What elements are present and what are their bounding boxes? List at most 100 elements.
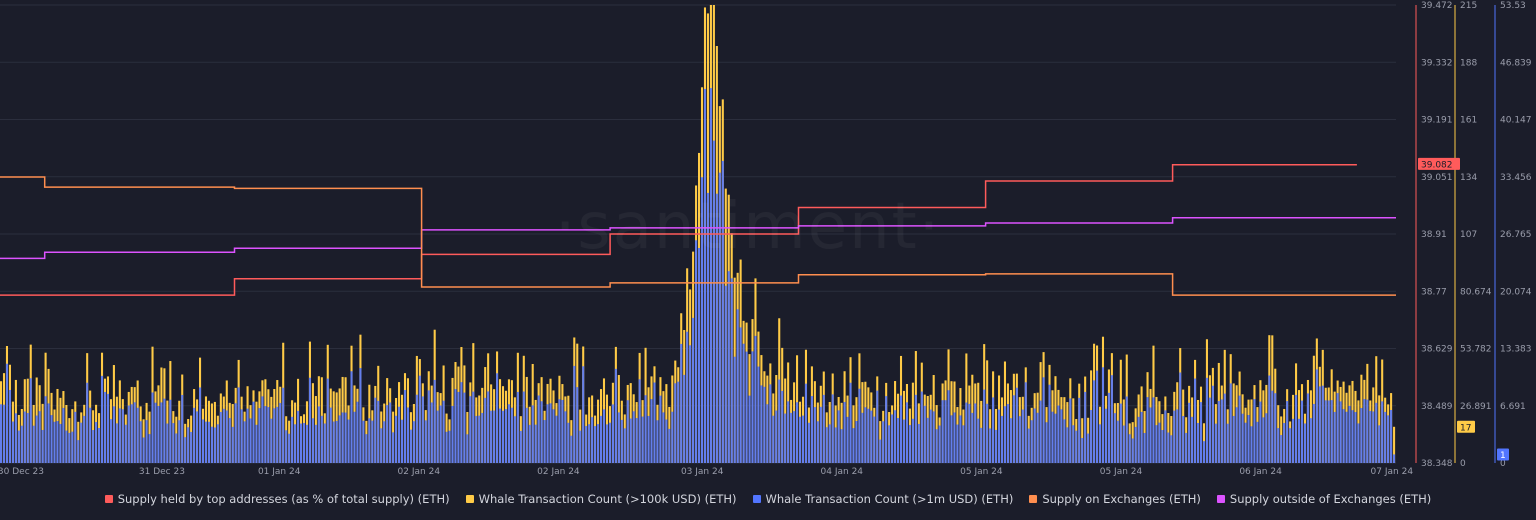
current-badge-whale-100k [1457, 420, 1475, 433]
legend-item-supply-on-exchanges[interactable]: Supply on Exchanges (ETH) [1029, 492, 1201, 506]
bar-whale-1m [83, 415, 86, 463]
bar-whale-1m [1226, 423, 1229, 463]
bar-whale-1m [424, 420, 427, 463]
bar-whale-1m [852, 428, 855, 463]
bar-whale-1m [1378, 425, 1381, 463]
bar-whale-1m [204, 421, 208, 463]
bar-whale-1m [314, 424, 317, 463]
bar-whale-1m [635, 418, 638, 463]
current-badge-whale-1m-label: 1 [1500, 451, 1506, 461]
bar-whale-1m [14, 413, 17, 463]
bar-whale-1m [522, 391, 525, 463]
bar-whale-1m [882, 421, 885, 463]
bar-whale-1m [923, 405, 926, 463]
bar-whale-1m [1369, 410, 1372, 463]
bar-whale-1m [448, 430, 451, 463]
bar-whale-1m [365, 434, 368, 463]
axis-tick-label: 40.147 [1500, 116, 1532, 126]
bar-whale-1m [582, 366, 585, 463]
bar-whale-1m [207, 421, 210, 463]
bar-whale-1m [1351, 410, 1354, 463]
bar-whale-1m [543, 420, 546, 463]
bar-whale-1m [308, 377, 311, 463]
bar-whale-1m [1152, 397, 1155, 463]
bar-whale-1m [371, 420, 374, 463]
bar-whale-1m [1336, 393, 1339, 463]
bar-whale-1m [311, 418, 314, 463]
bar-whale-1m [418, 375, 421, 463]
bar-whale-1m [594, 426, 597, 463]
bar-whale-1m [914, 394, 917, 463]
bar-whale-1m [1256, 421, 1259, 463]
axis-tick-label: 38.77 [1421, 287, 1447, 297]
bar-whale-1m [617, 412, 620, 463]
bar-whale-1m [1268, 375, 1271, 463]
bar-whale-1m [454, 389, 457, 463]
bar-whale-1m [570, 435, 573, 463]
bar-whale-1m [602, 409, 606, 463]
bar-whale-1m [588, 424, 591, 463]
legend-item-whale-1m[interactable]: Whale Transaction Count (>1m USD) (ETH) [752, 492, 1013, 506]
bar-whale-1m [184, 437, 187, 463]
bar-whale-1m [689, 345, 692, 463]
bar-whale-1m [971, 412, 974, 463]
bar-whale-1m [1048, 384, 1051, 463]
bar-whale-1m [103, 391, 107, 463]
legend-item-whale-100k[interactable]: Whale Transaction Count (>100k USD) (ETH… [465, 492, 737, 506]
line-top-holders [0, 163, 1357, 296]
bar-whale-1m [163, 398, 166, 463]
bar-whale-1m [781, 390, 784, 463]
bar-whale-1m [415, 394, 418, 463]
bar-whale-1m [784, 413, 787, 463]
bar-whale-1m [1012, 395, 1015, 463]
bar-whale-1m [754, 335, 757, 463]
bar-whale-1m [1360, 408, 1363, 463]
bar-whale-1m [706, 192, 709, 464]
bar-whale-1m [190, 431, 193, 463]
bar-whale-1m [1387, 415, 1390, 463]
bar-whale-1m [332, 421, 335, 463]
axis-tick-label: 26.891 [1460, 402, 1492, 412]
bar-whale-1m [757, 366, 760, 463]
bar-whale-1m [591, 417, 594, 463]
bar-whale-1m [475, 415, 478, 463]
bar-whale-1m [1259, 401, 1262, 463]
bar-whale-1m [668, 428, 671, 463]
bar-whale-1m [807, 422, 810, 463]
bar-whale-1m [840, 429, 843, 463]
bar-whale-1m [47, 403, 50, 463]
bar-whale-1m [686, 331, 689, 463]
bar-whale-1m [490, 410, 493, 463]
bar-whale-1m [947, 390, 950, 463]
axis-tick-label: 38.489 [1421, 402, 1453, 412]
bar-whale-1m [576, 387, 579, 463]
bar-whale-1m [876, 390, 879, 463]
bar-whale-1m [1330, 400, 1333, 463]
axis-tick-label: 134 [1460, 173, 1477, 183]
bar-whale-1m [430, 402, 433, 463]
bar-whale-1m [1060, 409, 1063, 463]
bar-whale-1m [1211, 385, 1214, 463]
x-tick-label: 01 Jan 24 [258, 467, 301, 477]
bar-whale-1m [819, 406, 822, 463]
bar-whale-1m [1051, 411, 1054, 463]
bar-whale-1m [1280, 435, 1283, 463]
bar-whale-1m [870, 410, 873, 463]
bar-whale-1m [121, 409, 124, 463]
bar-whale-1m [822, 394, 825, 463]
bar-whale-1m [858, 388, 861, 463]
bar-whale-1m [561, 399, 564, 463]
legend-label: Whale Transaction Count (>100k USD) (ETH… [478, 492, 737, 506]
bar-whale-1m [1250, 426, 1253, 463]
bar-whale-1m [445, 431, 448, 463]
bar-whale-1m [1161, 430, 1164, 463]
bar-whale-1m [703, 88, 707, 464]
bar-whale-1m [127, 405, 130, 463]
bar-whale-1m [1063, 419, 1066, 463]
bar-whale-1m [335, 420, 338, 463]
bar-whale-1m [368, 418, 371, 463]
legend-item-top-holders[interactable]: Supply held by top addresses (as % of to… [104, 492, 450, 506]
bar-whale-1m [1069, 398, 1072, 463]
bar-whale-1m [950, 415, 953, 463]
legend-item-supply-outside-exchanges[interactable]: Supply outside of Exchanges (ETH) [1216, 492, 1431, 506]
